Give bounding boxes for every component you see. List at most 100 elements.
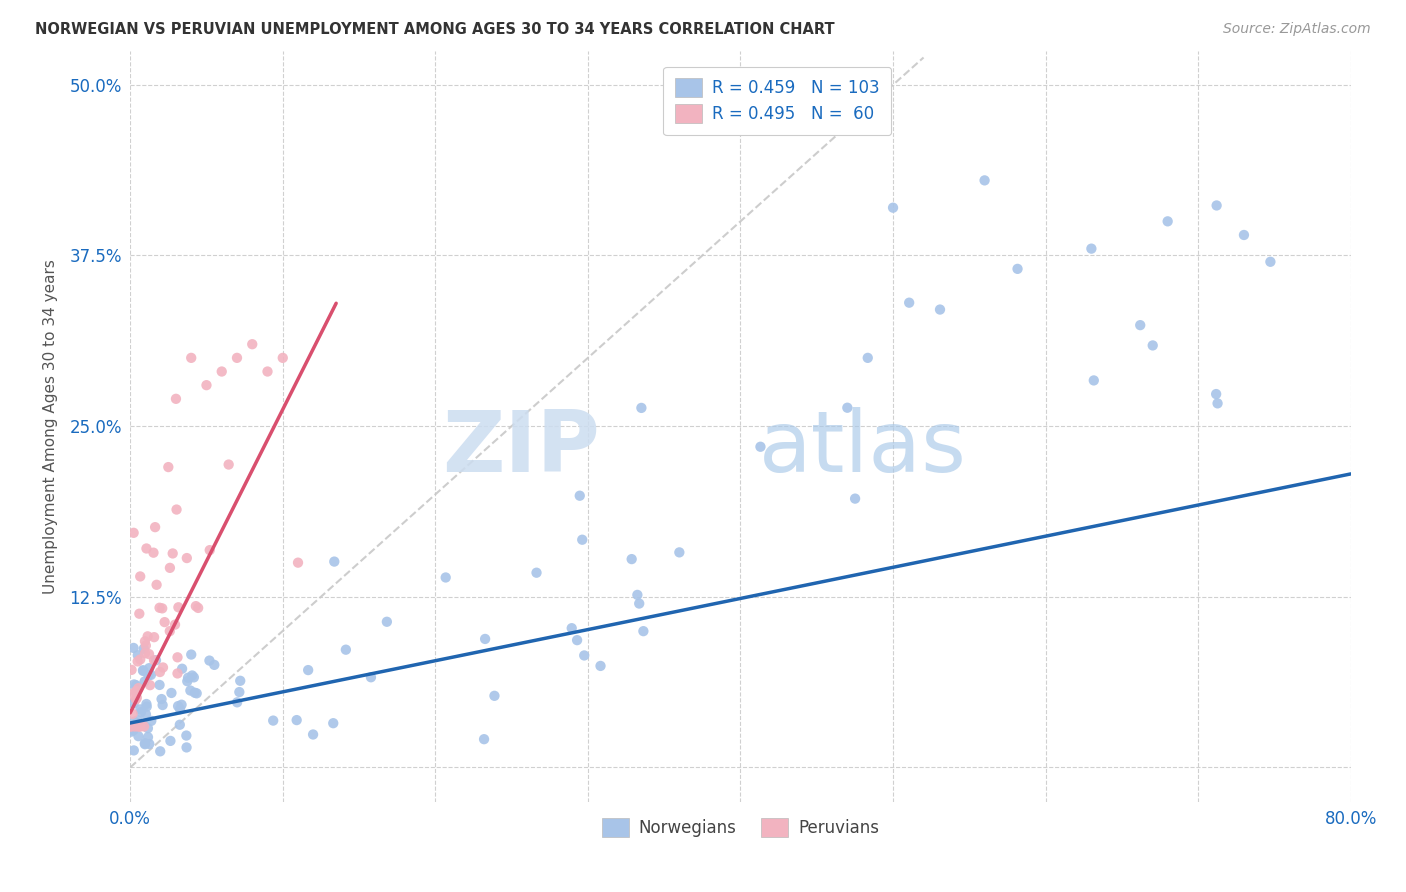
Point [973,173,995,187]
Point [139,668,162,682]
Point [589,659,612,673]
Point [202,657,225,672]
Point [135,639,157,653]
Point [159,624,181,639]
Point [135,699,157,714]
Point [571,533,593,547]
Point [134,737,156,751]
Point [159,734,181,748]
Point [160,686,183,700]
Point [1205,198,1227,212]
Point [125,692,148,706]
Point [166,650,188,665]
Point [167,600,190,615]
Point [124,714,146,729]
Point [262,714,284,728]
Point [837,401,859,415]
Point [153,615,176,629]
Point [565,633,588,648]
Point [125,684,148,698]
Point [127,729,149,743]
Point [143,630,166,644]
Point [170,698,193,712]
Point [574,648,596,663]
Point [148,678,170,692]
Point [1080,242,1102,256]
Point [198,654,221,668]
Point [122,525,145,540]
Point [134,646,156,660]
Point [668,545,690,559]
Point [135,541,157,556]
Point [169,718,191,732]
Point [167,699,190,714]
Point [176,674,198,689]
Point [256,364,278,378]
Point [484,689,506,703]
Point [120,719,142,733]
Point [1260,254,1282,268]
Point [132,663,155,677]
Point [143,520,166,534]
Point [1156,214,1178,228]
Point [472,732,495,747]
Point [128,607,150,621]
Point [125,690,148,705]
Point [1206,396,1229,410]
Point [271,351,294,365]
Point [628,597,651,611]
Point [132,717,155,731]
Point [184,599,207,614]
Point [322,716,344,731]
Point [145,578,167,592]
Point [630,401,652,415]
Point [226,695,249,709]
Point [1129,318,1152,333]
Text: atlas: atlas [758,407,966,491]
Point [568,489,591,503]
Point [138,668,160,682]
Point [181,668,204,682]
Point [150,601,173,615]
Point [218,458,240,472]
Point [138,661,160,675]
Text: Source: ZipAtlas.com: Source: ZipAtlas.com [1223,22,1371,37]
Point [474,632,496,646]
Point [149,665,172,679]
Point [125,678,148,692]
Point [166,666,188,681]
Point [169,702,191,716]
Point [127,714,149,728]
Point [120,724,142,739]
Point [135,697,157,711]
Point [159,561,181,575]
Point [129,719,152,733]
Point [120,688,142,702]
Point [121,706,143,721]
Point [929,302,952,317]
Point [434,570,457,584]
Point [360,670,382,684]
Text: ZIP: ZIP [443,407,600,491]
Point [122,723,145,738]
Point [132,664,155,678]
Point [240,337,263,351]
Point [323,555,346,569]
Point [139,678,162,692]
Point [163,617,186,632]
Point [127,655,149,669]
Point [229,673,252,688]
Point [152,660,174,674]
Point [142,546,165,560]
Point [132,641,155,656]
Point [187,601,209,615]
Point [136,629,159,643]
Point [152,698,174,712]
Point [127,648,149,663]
Point [128,719,150,733]
Point [176,729,198,743]
Point [134,634,156,648]
Point [180,351,202,365]
Point [633,624,655,639]
Legend: Norwegians, Peruvians: Norwegians, Peruvians [593,810,887,846]
